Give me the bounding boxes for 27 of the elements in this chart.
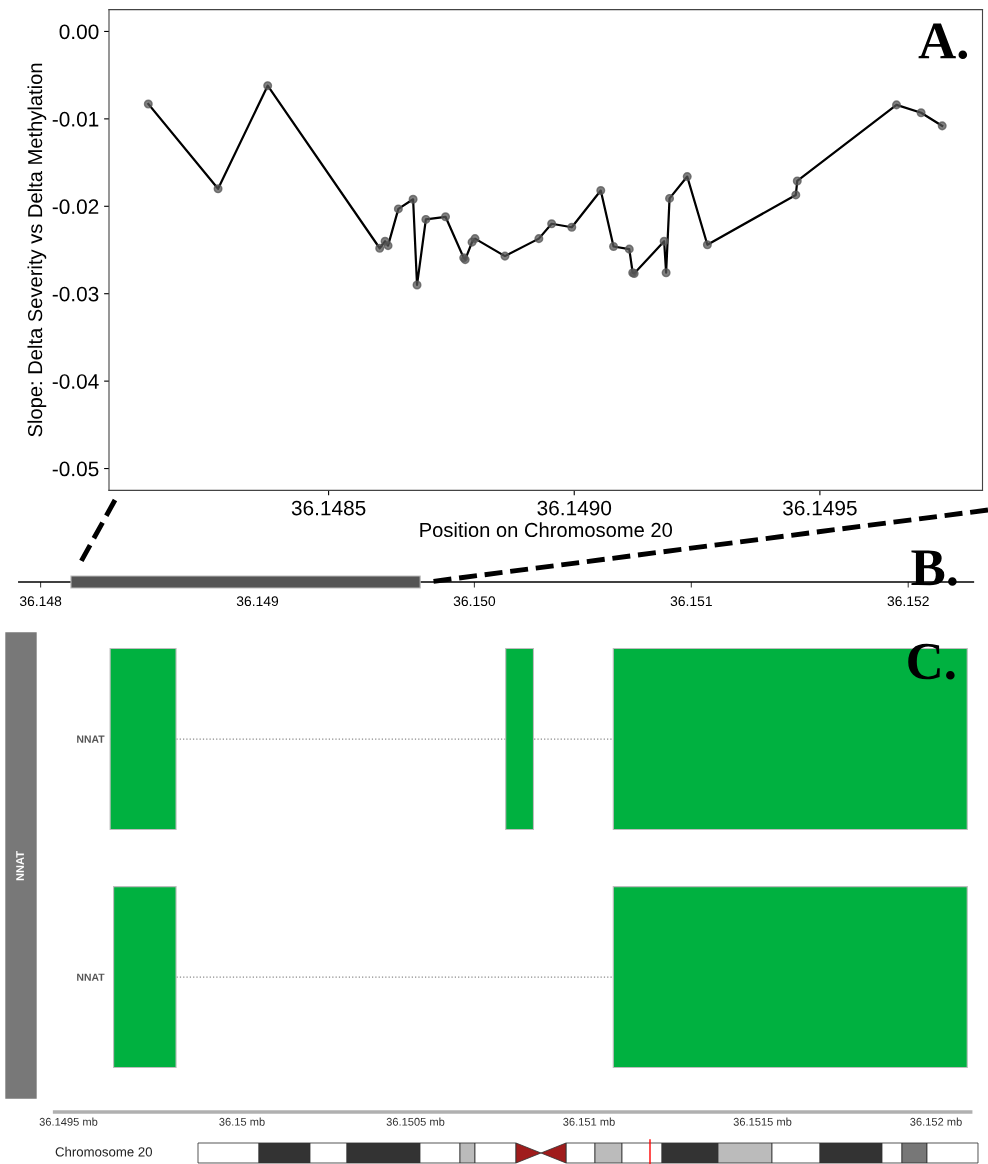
text: Chromosome 20	[55, 1146, 153, 1157]
x-tick-label: 36.1515 mb	[733, 1117, 792, 1126]
x-tick-label: 36.1490	[537, 500, 612, 516]
x-tick-label: 36.152	[887, 596, 929, 607]
y-tick-label: -0.01	[52, 111, 99, 127]
y-tick-label: -0.03	[52, 286, 99, 302]
x-tick-label: 36.152 mb	[910, 1117, 962, 1126]
x-tick-label: 36.1495	[783, 500, 857, 516]
y-axis-title: NNAT	[16, 851, 24, 881]
annotation: A.	[918, 23, 968, 59]
annotation: B.	[911, 550, 957, 586]
x-tick-label: 36.1505 mb	[386, 1117, 445, 1126]
x-tick-label: 36.149	[236, 596, 279, 607]
y-axis-title: Slope: Delta Severity vs Delta Methylation	[27, 63, 47, 437]
x-tick-label: 36.1495 mb	[39, 1117, 98, 1126]
y-tick-label: -0.04	[52, 374, 99, 389]
y-tick-label: -0.02	[52, 199, 99, 215]
x-tick-label: 36.148	[19, 596, 62, 607]
x-tick-label: 36.150	[453, 596, 496, 607]
y-tick-label: -0.05	[52, 461, 99, 477]
x-axis-title: Position on Chromosome 20	[420, 522, 673, 538]
x-tick-label: 36.15 mb	[219, 1117, 265, 1126]
annotation: C.	[908, 643, 955, 680]
x-tick-label: 36.1485	[291, 500, 366, 516]
x-tick-label: 36.151	[670, 596, 712, 607]
y-tick-label: 0.00	[59, 24, 99, 40]
x-tick-label: 36.151 mb	[563, 1117, 615, 1126]
